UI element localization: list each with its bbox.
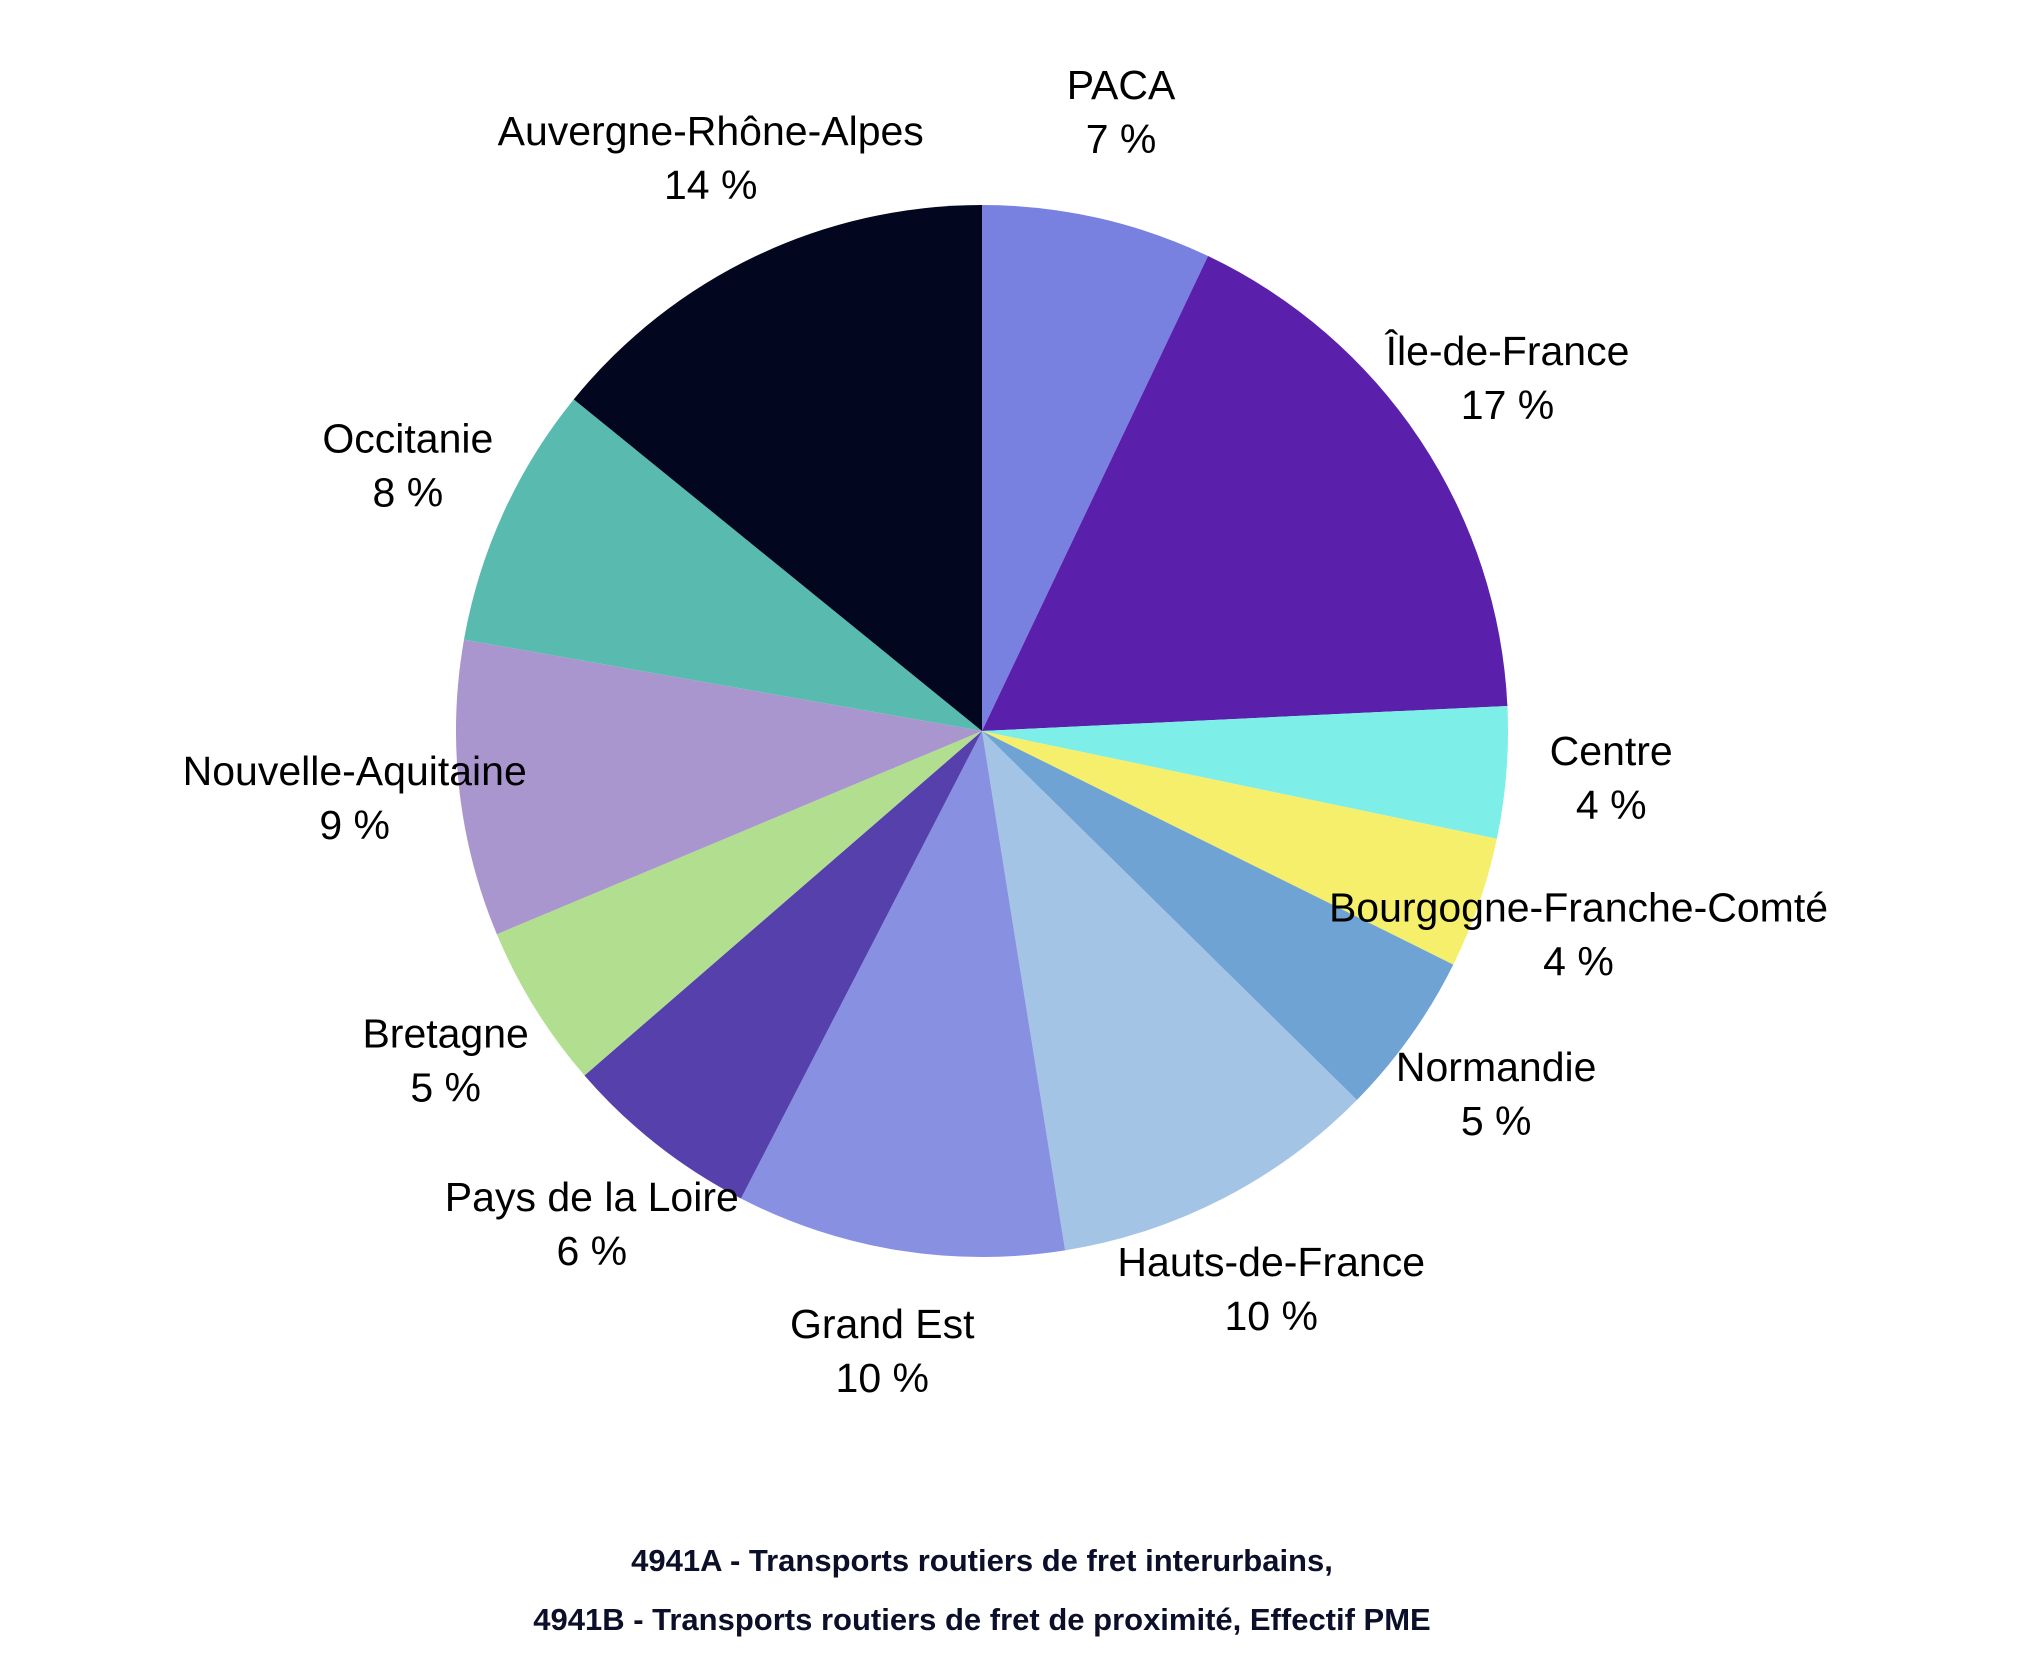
value-label: 10 % — [1225, 1293, 1318, 1339]
slice-label: Nouvelle-Aquitaine — [183, 748, 527, 794]
slice-label: PACA — [1067, 62, 1176, 108]
pie-slice — [982, 205, 1209, 731]
chart-title: 4941B - Transports routiers de fret de p… — [533, 1602, 1431, 1637]
pie-slice — [456, 639, 982, 935]
slice-label: Bretagne — [362, 1011, 528, 1057]
slice-label: Centre — [1550, 728, 1673, 774]
pie-slice — [982, 256, 1508, 731]
value-label: 10 % — [836, 1355, 929, 1401]
slice-label: Bourgogne-Franche-Comté — [1329, 884, 1828, 930]
slice-label: Hauts-de-France — [1117, 1239, 1425, 1285]
value-label: 5 % — [1461, 1098, 1532, 1144]
pie — [456, 205, 1508, 1257]
slice-label: Auvergne-Rhône-Alpes — [498, 108, 924, 154]
value-label: 5 % — [410, 1065, 481, 1111]
value-label: 7 % — [1086, 116, 1157, 162]
pie-slice — [573, 205, 982, 731]
slice-label: Pays de la Loire — [445, 1174, 739, 1220]
pie-slice — [982, 731, 1497, 965]
value-label: 4 % — [1576, 782, 1647, 828]
chart-title: 4941A - Transports routiers de fret inte… — [631, 1543, 1333, 1578]
slice-label: Île-de-France — [1385, 328, 1630, 374]
pie-slice — [584, 731, 982, 1199]
slice-label: Grand Est — [790, 1301, 975, 1347]
slice-label: Normandie — [1396, 1044, 1597, 1090]
value-label: 6 % — [556, 1228, 627, 1274]
pie-slice — [463, 399, 983, 731]
pie-slice — [740, 731, 1066, 1257]
pie-slice — [982, 731, 1454, 1100]
value-label: 14 % — [664, 162, 757, 208]
slice-label: Occitanie — [322, 416, 493, 462]
value-label: 9 % — [319, 802, 390, 848]
pie-slice — [982, 705, 1508, 839]
value-label: 17 % — [1461, 382, 1554, 428]
value-label: 4 % — [1543, 938, 1614, 984]
pie-slice — [982, 731, 1357, 1251]
pie-slice — [496, 731, 982, 1076]
labels: PACA 7 % Île-de-France 17 % Centre 4 % Bourgog… — [183, 62, 1828, 1401]
value-label: 8 % — [373, 470, 444, 516]
